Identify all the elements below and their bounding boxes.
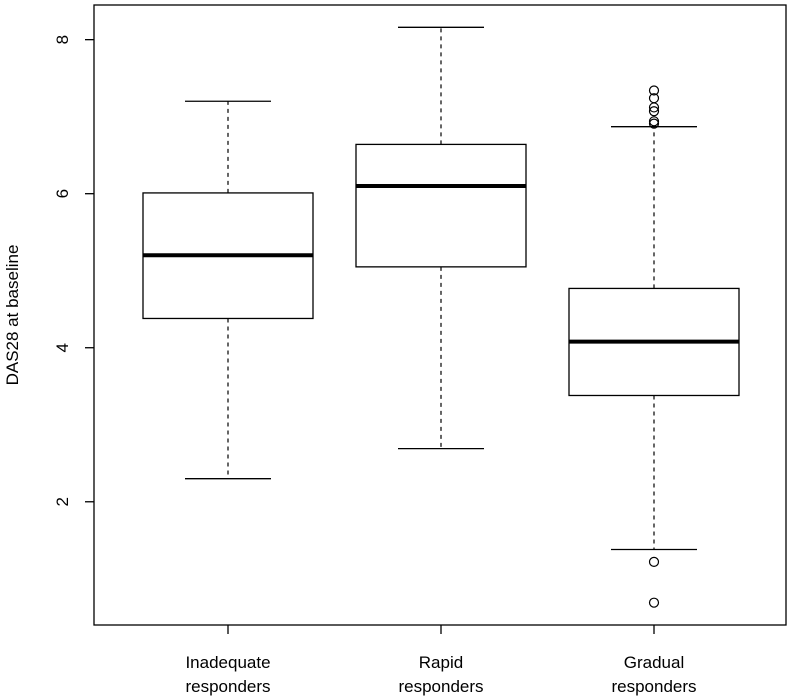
- box-group-3: [568, 85, 740, 608]
- y-axis: 2 4 6 8: [53, 35, 94, 507]
- outlier-point: [648, 106, 660, 117]
- x-axis: Inadequate responders Rapid responders Gradu…: [185, 625, 697, 696]
- x-tick-label-2-line-2: responders: [398, 677, 483, 696]
- x-tick-label-3-line-2: responders: [611, 677, 696, 696]
- y-axis-label: DAS28 at baseline: [3, 245, 22, 386]
- box-iqr: [355, 143, 527, 268]
- y-tick-label-2: 2: [53, 497, 72, 506]
- boxes: [142, 26, 740, 608]
- outlier-point: [648, 85, 660, 96]
- outlier-point: [648, 116, 660, 127]
- y-tick-label-6: 6: [53, 189, 72, 198]
- x-tick-label-2-line-1: Rapid: [419, 653, 463, 672]
- outlier-point: [648, 597, 660, 608]
- x-tick-label-1-line-2: responders: [185, 677, 270, 696]
- x-tick-label-1-line-1: Inadequate: [185, 653, 270, 672]
- y-tick-label-4: 4: [53, 343, 72, 352]
- box-group-1: [142, 100, 314, 480]
- box-group-2: [355, 26, 527, 450]
- plot-frame: [93, 4, 787, 626]
- y-tick-label-8: 8: [53, 35, 72, 44]
- x-tick-label-3-line-1: Gradual: [624, 653, 684, 672]
- outlier-point: [648, 93, 660, 104]
- outlier-point: [648, 556, 660, 567]
